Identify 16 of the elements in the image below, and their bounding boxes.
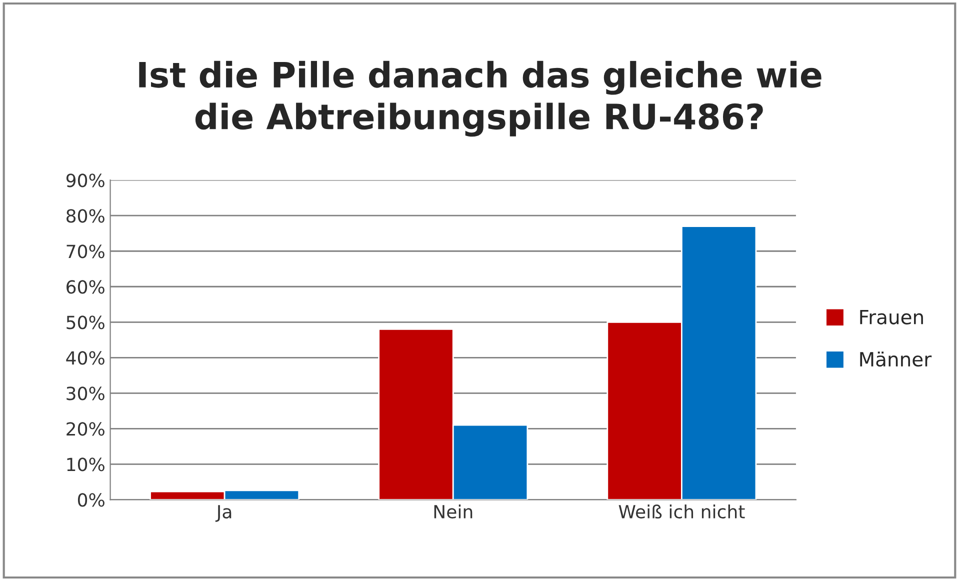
legend-label: Frauen bbox=[860, 310, 923, 324]
y-tick-label: 30% bbox=[66, 386, 104, 400]
y-tick-label: 60% bbox=[66, 280, 104, 294]
y-tick-label: 90% bbox=[66, 174, 104, 188]
y-tick-label: 70% bbox=[66, 244, 104, 258]
x-tick-label: Nein bbox=[434, 504, 472, 518]
x-tick-label: Ja bbox=[215, 505, 232, 522]
y-tick-label: 0% bbox=[78, 493, 104, 507]
y-tick-label: 50% bbox=[66, 316, 104, 330]
y-tick-label: 20% bbox=[66, 422, 104, 436]
chart-title: Ist die Pille danach das gleiche wie die Abtreibungspille RU-486? bbox=[139, 60, 822, 137]
y-tick-label: 10% bbox=[67, 458, 104, 472]
x-tick-label: Weiß ich nicht bbox=[618, 504, 745, 518]
y-tick-label: 40% bbox=[66, 351, 104, 365]
legend-label: Männer bbox=[860, 352, 932, 367]
y-tick-label: 80% bbox=[66, 209, 104, 223]
